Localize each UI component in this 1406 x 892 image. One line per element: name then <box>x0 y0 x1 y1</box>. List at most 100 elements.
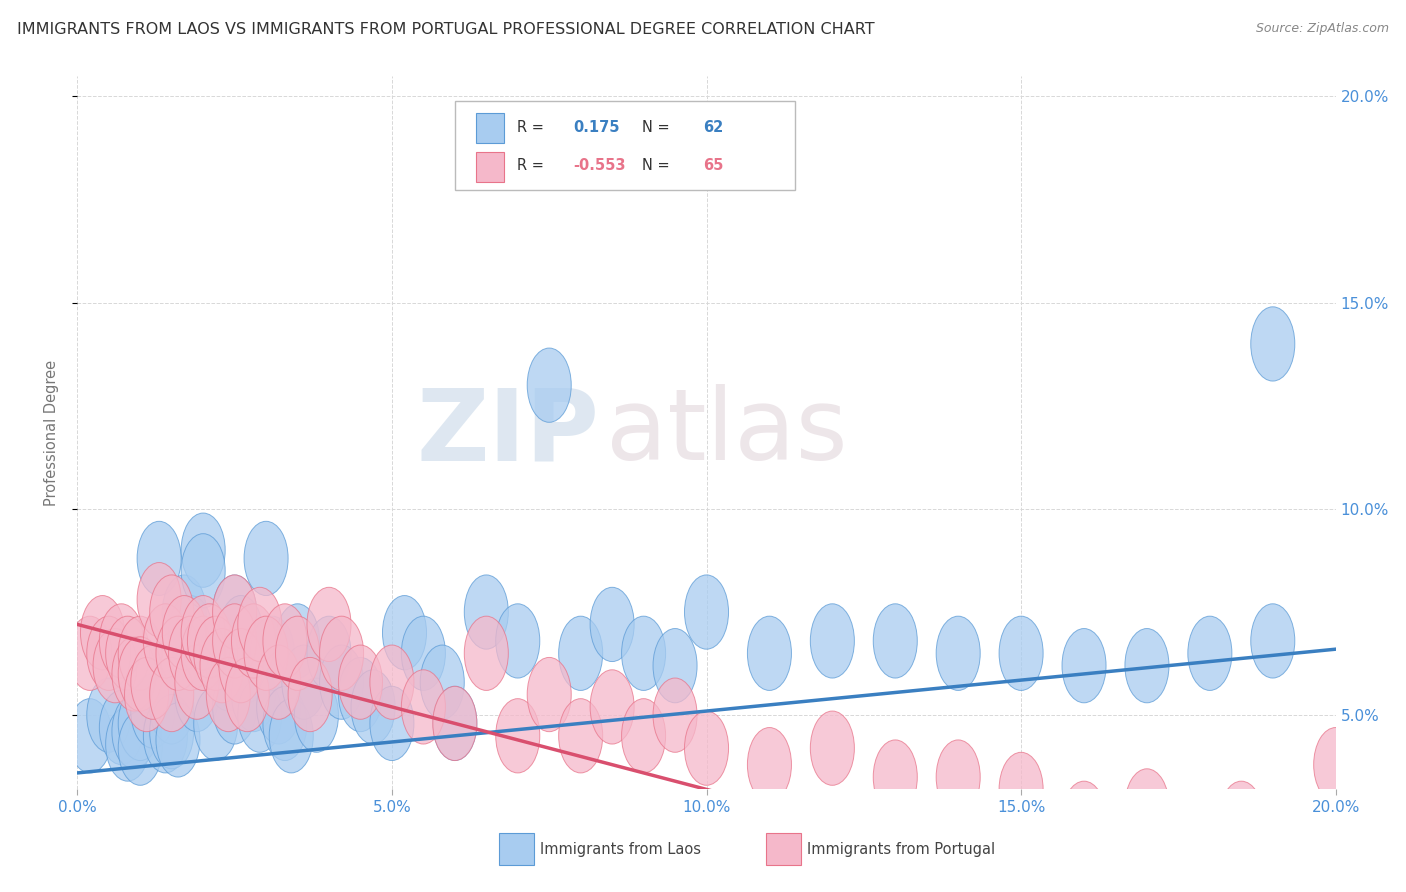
Ellipse shape <box>162 596 207 670</box>
Ellipse shape <box>873 604 917 678</box>
Text: -0.553: -0.553 <box>574 159 626 173</box>
Ellipse shape <box>558 616 603 690</box>
FancyBboxPatch shape <box>477 152 503 182</box>
Ellipse shape <box>118 686 162 761</box>
Ellipse shape <box>621 616 665 690</box>
Ellipse shape <box>245 521 288 596</box>
Ellipse shape <box>225 657 269 731</box>
Ellipse shape <box>464 575 509 649</box>
Ellipse shape <box>105 616 149 690</box>
Ellipse shape <box>174 657 219 731</box>
Ellipse shape <box>1251 307 1295 381</box>
Ellipse shape <box>1188 616 1232 690</box>
Ellipse shape <box>200 629 245 703</box>
Ellipse shape <box>67 698 112 773</box>
Ellipse shape <box>370 686 413 761</box>
Ellipse shape <box>810 711 855 785</box>
Ellipse shape <box>307 587 352 662</box>
Ellipse shape <box>207 657 250 731</box>
Ellipse shape <box>370 645 413 719</box>
Text: 62: 62 <box>703 120 723 135</box>
Ellipse shape <box>433 686 477 761</box>
Ellipse shape <box>156 703 200 777</box>
Ellipse shape <box>527 348 571 422</box>
Text: ZIP: ZIP <box>416 384 599 481</box>
Ellipse shape <box>464 616 509 690</box>
Text: R =: R = <box>516 159 548 173</box>
Ellipse shape <box>401 670 446 744</box>
Ellipse shape <box>125 657 169 731</box>
Text: N =: N = <box>643 120 675 135</box>
Ellipse shape <box>181 513 225 587</box>
Ellipse shape <box>1219 781 1264 855</box>
Ellipse shape <box>149 670 194 744</box>
Ellipse shape <box>1313 863 1358 892</box>
Ellipse shape <box>936 616 980 690</box>
Ellipse shape <box>621 698 665 773</box>
Ellipse shape <box>87 616 131 690</box>
Ellipse shape <box>207 637 250 711</box>
Ellipse shape <box>558 698 603 773</box>
Ellipse shape <box>1125 629 1168 703</box>
Ellipse shape <box>401 616 446 690</box>
Ellipse shape <box>118 616 162 690</box>
Ellipse shape <box>100 604 143 678</box>
Ellipse shape <box>263 604 307 678</box>
Text: atlas: atlas <box>606 384 848 481</box>
Ellipse shape <box>112 637 156 711</box>
Ellipse shape <box>225 629 269 703</box>
Ellipse shape <box>420 645 464 719</box>
Text: Source: ZipAtlas.com: Source: ZipAtlas.com <box>1256 22 1389 36</box>
Ellipse shape <box>276 616 319 690</box>
Text: Immigrants from Portugal: Immigrants from Portugal <box>807 842 995 856</box>
Text: IMMIGRANTS FROM LAOS VS IMMIGRANTS FROM PORTUGAL PROFESSIONAL DEGREE CORRELATION: IMMIGRANTS FROM LAOS VS IMMIGRANTS FROM … <box>17 22 875 37</box>
Ellipse shape <box>748 616 792 690</box>
Ellipse shape <box>433 686 477 761</box>
Ellipse shape <box>100 690 143 764</box>
Ellipse shape <box>281 645 326 719</box>
Ellipse shape <box>232 604 276 678</box>
Ellipse shape <box>591 670 634 744</box>
Ellipse shape <box>138 563 181 637</box>
Ellipse shape <box>169 616 212 690</box>
Ellipse shape <box>527 657 571 731</box>
Ellipse shape <box>652 678 697 752</box>
Ellipse shape <box>591 587 634 662</box>
Ellipse shape <box>181 596 225 670</box>
Ellipse shape <box>288 657 332 731</box>
Ellipse shape <box>1188 810 1232 884</box>
Text: R =: R = <box>516 120 548 135</box>
Ellipse shape <box>238 587 281 662</box>
Ellipse shape <box>250 616 294 690</box>
Ellipse shape <box>118 711 162 785</box>
Ellipse shape <box>810 604 855 678</box>
Ellipse shape <box>200 616 245 690</box>
Ellipse shape <box>219 596 263 670</box>
Y-axis label: Professional Degree: Professional Degree <box>44 359 59 506</box>
Ellipse shape <box>1062 629 1107 703</box>
Ellipse shape <box>294 678 339 752</box>
Ellipse shape <box>1062 781 1107 855</box>
Ellipse shape <box>1301 851 1346 892</box>
Ellipse shape <box>339 657 382 731</box>
Ellipse shape <box>1000 752 1043 827</box>
Ellipse shape <box>1251 604 1295 678</box>
Text: 65: 65 <box>703 159 723 173</box>
Ellipse shape <box>685 711 728 785</box>
Ellipse shape <box>131 674 174 748</box>
Ellipse shape <box>212 604 257 678</box>
Text: N =: N = <box>643 159 675 173</box>
Ellipse shape <box>212 575 257 649</box>
Ellipse shape <box>496 698 540 773</box>
Ellipse shape <box>276 604 319 678</box>
Ellipse shape <box>219 629 263 703</box>
Ellipse shape <box>118 637 162 711</box>
Ellipse shape <box>1000 616 1043 690</box>
Ellipse shape <box>194 616 238 690</box>
Ellipse shape <box>496 604 540 678</box>
Ellipse shape <box>269 698 314 773</box>
Ellipse shape <box>149 695 194 769</box>
Ellipse shape <box>112 695 156 769</box>
Ellipse shape <box>143 604 187 678</box>
Ellipse shape <box>685 575 728 649</box>
